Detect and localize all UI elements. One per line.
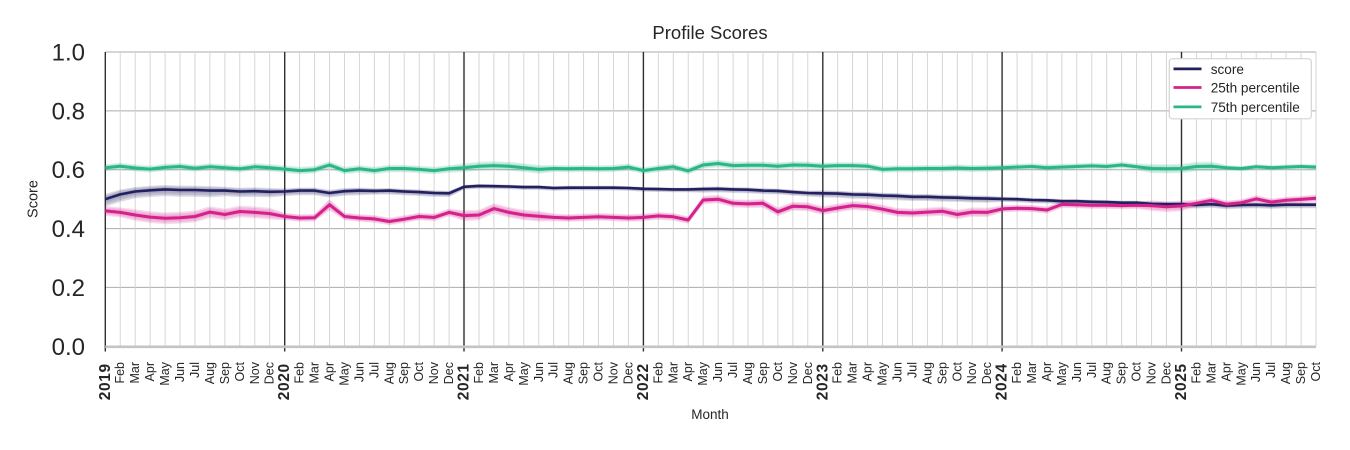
svg-text:Aug: Aug [382,362,396,384]
svg-text:Aug: Aug [562,362,576,384]
svg-text:Apr: Apr [143,362,157,381]
svg-text:Mar: Mar [666,362,680,384]
svg-text:Feb: Feb [1010,362,1024,384]
svg-text:Dec: Dec [263,362,277,384]
svg-text:Nov: Nov [607,361,621,384]
svg-text:Dec: Dec [980,362,994,384]
svg-text:Jul: Jul [367,362,381,378]
svg-text:Apr: Apr [1219,362,1233,381]
svg-text:Mar: Mar [1204,362,1218,384]
svg-text:Sep: Sep [1294,362,1308,384]
svg-text:Nov: Nov [248,361,262,384]
svg-text:Nov: Nov [965,361,979,384]
svg-text:Profile Scores: Profile Scores [652,22,767,43]
svg-text:Jun: Jun [352,362,366,382]
svg-text:0.0: 0.0 [52,334,85,361]
svg-text:May: May [1055,361,1069,385]
svg-text:May: May [517,361,531,385]
svg-text:Jun: Jun [1249,362,1263,382]
svg-text:Apr: Apr [1040,362,1054,381]
svg-text:Jun: Jun [173,362,187,382]
svg-text:Sep: Sep [397,362,411,384]
svg-text:Feb: Feb [651,362,665,384]
svg-text:2024: 2024 [994,363,1011,400]
svg-text:May: May [338,361,352,385]
svg-text:Mar: Mar [846,362,860,384]
svg-text:Jul: Jul [547,362,561,378]
svg-text:Feb: Feb [831,362,845,384]
svg-text:Oct: Oct [412,361,426,381]
svg-text:Nov: Nov [786,361,800,384]
svg-text:Jul: Jul [905,362,919,378]
svg-text:Jul: Jul [726,362,740,378]
svg-text:Feb: Feb [293,362,307,384]
svg-text:Dec: Dec [442,362,456,384]
svg-text:Sep: Sep [935,362,949,384]
svg-text:Aug: Aug [203,362,217,384]
svg-text:Apr: Apr [323,362,337,381]
svg-text:Feb: Feb [113,362,127,384]
svg-text:25th percentile: 25th percentile [1211,80,1300,95]
svg-text:Feb: Feb [472,362,486,384]
svg-text:0.2: 0.2 [52,275,85,302]
svg-text:Oct: Oct [1130,361,1144,381]
svg-text:Score: Score [26,180,42,218]
svg-text:Dec: Dec [801,362,815,384]
svg-text:Dec: Dec [621,362,635,384]
svg-text:Sep: Sep [1115,362,1129,384]
svg-text:Jun: Jun [711,362,725,382]
svg-text:Month: Month [691,407,729,422]
svg-text:2023: 2023 [814,363,831,400]
svg-text:Apr: Apr [681,362,695,381]
svg-text:0.6: 0.6 [52,157,85,184]
svg-text:2025: 2025 [1173,363,1190,400]
svg-text:May: May [696,361,710,385]
svg-text:Apr: Apr [861,362,875,381]
svg-text:May: May [158,361,172,385]
svg-text:Oct: Oct [771,361,785,381]
svg-text:75th percentile: 75th percentile [1211,100,1300,115]
svg-text:Aug: Aug [920,362,934,384]
svg-text:score: score [1211,62,1244,77]
svg-text:Jul: Jul [188,362,202,378]
svg-text:Jun: Jun [1070,362,1084,382]
svg-text:2021: 2021 [456,363,473,400]
svg-text:Sep: Sep [756,362,770,384]
svg-text:May: May [1234,361,1248,385]
svg-text:Sep: Sep [218,362,232,384]
svg-text:1.0: 1.0 [52,40,85,67]
svg-text:Sep: Sep [577,362,591,384]
svg-text:0.4: 0.4 [52,216,85,243]
svg-text:Oct: Oct [1309,361,1323,381]
svg-text:Feb: Feb [1189,362,1203,384]
svg-text:Jul: Jul [1085,362,1099,378]
svg-text:Oct: Oct [950,361,964,381]
svg-text:May: May [876,361,890,385]
svg-text:Aug: Aug [741,362,755,384]
svg-text:2019: 2019 [97,363,114,400]
svg-text:0.8: 0.8 [52,98,85,125]
svg-text:Aug: Aug [1279,362,1293,384]
svg-text:Jun: Jun [532,362,546,382]
svg-text:Nov: Nov [1145,361,1159,384]
svg-text:Aug: Aug [1100,362,1114,384]
svg-text:Jul: Jul [1264,362,1278,378]
svg-text:Jun: Jun [891,362,905,382]
svg-text:2020: 2020 [276,363,293,400]
svg-text:Mar: Mar [308,362,322,384]
svg-text:Mar: Mar [1025,362,1039,384]
svg-text:2022: 2022 [635,363,652,400]
svg-text:Mar: Mar [487,362,501,384]
svg-text:Dec: Dec [1160,362,1174,384]
svg-text:Mar: Mar [128,362,142,384]
svg-text:Oct: Oct [233,361,247,381]
svg-text:Oct: Oct [592,361,606,381]
svg-text:Apr: Apr [502,362,516,381]
svg-text:Nov: Nov [427,361,441,384]
